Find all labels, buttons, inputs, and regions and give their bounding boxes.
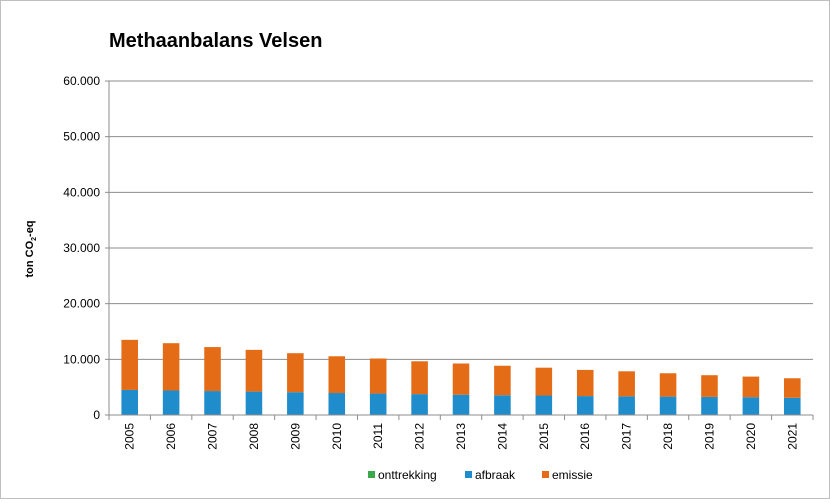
bar-emissie [452,363,470,395]
x-tick-label: 2017 [620,423,634,450]
chart-title: Methaanbalans Velsen [109,30,322,52]
y-axis-label-tail: -eq [24,220,36,237]
y-tick-label: 60.000 [63,74,100,88]
bar-afbraak [494,395,511,415]
bar-afbraak [452,394,470,415]
x-tick-label: 2015 [537,423,551,450]
bar-afbraak [162,390,180,415]
bar-emissie [411,361,428,395]
y-tick-label: 40.000 [63,185,100,199]
bar-emissie [204,347,221,392]
bar-emissie [535,367,553,396]
bar-emissie [576,369,594,397]
y-tick-label: 10.000 [63,352,100,366]
y-axis-label-sub: 2 [31,237,38,241]
bar-emissie [287,353,304,393]
legend-label-emissie: emissie [552,468,593,482]
bar-emissie [784,378,801,398]
x-tick-label: 2009 [288,423,302,450]
y-tick-labels: 0 10.000 20.000 30.000 40.000 50.000 60.000 [63,74,100,422]
bar-afbraak [659,396,677,415]
x-tick-label: 2011 [371,423,385,449]
y-axis-label: ton CO2-eq [24,220,38,277]
axes [108,81,814,420]
bar-afbraak [742,397,760,415]
bar-afbraak [411,394,428,415]
bar-emissie [328,356,346,394]
x-tick-label: 2020 [744,423,758,450]
x-tick-label: 2012 [413,423,427,450]
bar-afbraak [121,389,138,415]
bar-emissie [369,358,387,394]
x-tick-labels: 2005 2006 2007 2008 2009 2010 2011 2012 2013 2014… [123,423,800,450]
x-tick-label: 2013 [454,423,468,450]
x-tick-label: 2010 [330,423,344,450]
x-tick-label: 2005 [123,423,137,450]
bar-afbraak [618,396,635,415]
bar-afbraak [204,391,221,415]
bar-afbraak [245,391,263,415]
y-tick-label: 50.000 [63,130,100,144]
y-tick-label: 20.000 [63,297,100,311]
bar-emissie [701,375,718,397]
x-tick-label: 2018 [661,423,675,450]
x-tick-label: 2016 [578,423,592,450]
legend-label-onttrekking: onttrekking [378,468,437,482]
legend-label-afbraak: afbraak [475,468,516,482]
gridlines [105,80,813,416]
bars [121,339,801,415]
x-tick-label: 2007 [206,423,220,450]
y-tick-label: 0 [93,408,100,422]
legend-swatch-emissie [542,471,549,478]
bar-emissie [121,339,138,390]
bar-afbraak [784,397,801,415]
legend-swatch-onttrekking [368,471,375,478]
bar-emissie [659,373,677,397]
bar-afbraak [576,396,594,415]
bar-emissie [742,376,760,398]
x-tick-label: 2021 [785,423,799,450]
bar-afbraak [287,392,304,415]
x-tick-label: 2008 [247,423,261,450]
bar-emissie [618,371,635,397]
bar-afbraak [701,396,718,415]
legend-swatch-afbraak [465,471,472,478]
bar-afbraak [328,393,346,415]
bar-afbraak [535,395,553,415]
bar-emissie [494,365,511,396]
x-tick-label: 2019 [702,423,716,450]
x-tick-label: 2014 [495,423,509,450]
bar-emissie [245,349,263,392]
y-tick-label: 30.000 [63,241,100,255]
bar-afbraak [369,393,387,415]
bar-emissie [162,343,180,391]
y-axis-label-main: ton CO [24,240,36,277]
legend: onttrekking afbraak emissie [368,468,593,482]
x-tick-label: 2006 [164,423,178,450]
